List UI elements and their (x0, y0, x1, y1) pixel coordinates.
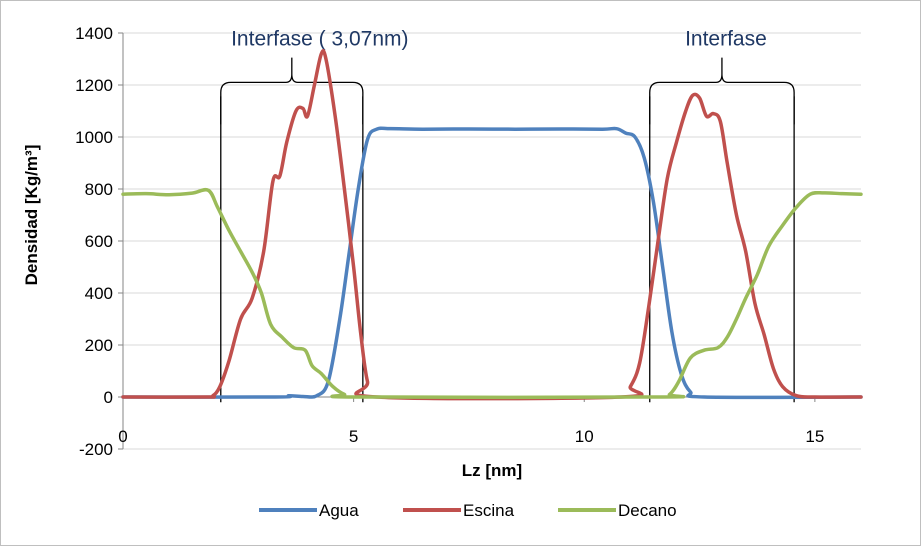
x-tick-label: 15 (805, 427, 824, 446)
tick-labels: -200 0 200 400 600 800 1000 1200 1400 0 5 10 15 (75, 24, 824, 459)
series-line-decano (121, 187, 863, 400)
interfase-brace (649, 57, 795, 125)
gridlines (123, 32, 861, 450)
x-axis-title: Lz [nm] (462, 461, 522, 480)
y-tick-label: 400 (85, 284, 113, 303)
x-tick-label: 10 (575, 427, 594, 446)
series-line-agua (121, 126, 863, 400)
x-tick-label: 0 (118, 427, 127, 446)
legend-label-escina: Escina (463, 501, 515, 520)
legend-label-decano: Decano (618, 501, 677, 520)
y-tick-label: 800 (85, 180, 113, 199)
y-tick-label: 200 (85, 336, 113, 355)
y-tick-label: 1400 (75, 24, 113, 43)
y-tick-label: 0 (104, 388, 113, 407)
y-axis-title: Densidad [Kg/m³] (22, 145, 41, 286)
interfase-label: Interfase ( 3,07nm) (231, 28, 408, 51)
y-tick-label: 1200 (75, 76, 113, 95)
y-tick-label: -200 (79, 440, 113, 459)
y-tick-label: 600 (85, 232, 113, 251)
legend-label-agua: Agua (319, 501, 359, 520)
interfase-annotations: Interfase ( 3,07nm) Interfase (220, 28, 795, 403)
series-lines (121, 49, 863, 401)
interfase-brace (220, 57, 364, 125)
interfase-label: Interfase (685, 28, 767, 51)
series-line-escina (121, 49, 863, 401)
y-tick-label: 1000 (75, 128, 113, 147)
legend: Agua Escina Decano (259, 501, 677, 520)
x-tick-label: 5 (349, 427, 358, 446)
